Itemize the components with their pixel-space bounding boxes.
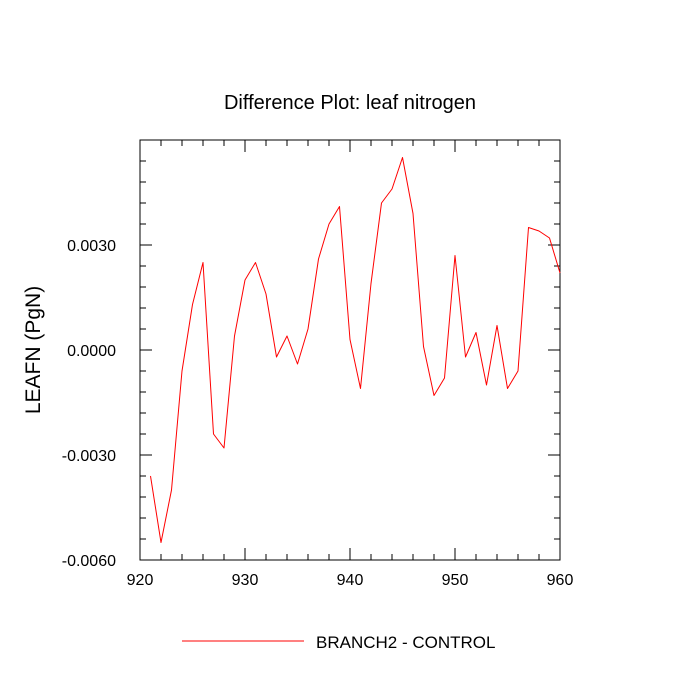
x-tick-label: 920 <box>127 572 154 589</box>
y-tick-label: 0.0030 <box>67 238 116 255</box>
y-tick-label: -0.0060 <box>62 553 116 570</box>
x-tick-label: 940 <box>337 572 364 589</box>
x-tick-label: 930 <box>232 572 259 589</box>
plot-frame <box>139 139 561 561</box>
y-tick-label: -0.0030 <box>62 448 116 465</box>
axis-ticks <box>139 139 561 561</box>
x-tick-label: 960 <box>547 572 574 589</box>
x-tick-label: 950 <box>442 572 469 589</box>
tick-labels: 920 930 940 950 960 -0.0060 -0.0030 0.0000 0.003… <box>62 238 574 589</box>
legend-label: BRANCH2 - CONTROL <box>316 633 495 652</box>
data-series <box>150 157 561 543</box>
series-line <box>150 157 561 543</box>
legend: BRANCH2 - CONTROL <box>182 633 495 652</box>
y-axis-label: LEAFN (PgN) <box>22 286 45 414</box>
y-tick-label: 0.0000 <box>67 343 116 360</box>
chart-title: Difference Plot: leaf nitrogen <box>224 92 476 114</box>
